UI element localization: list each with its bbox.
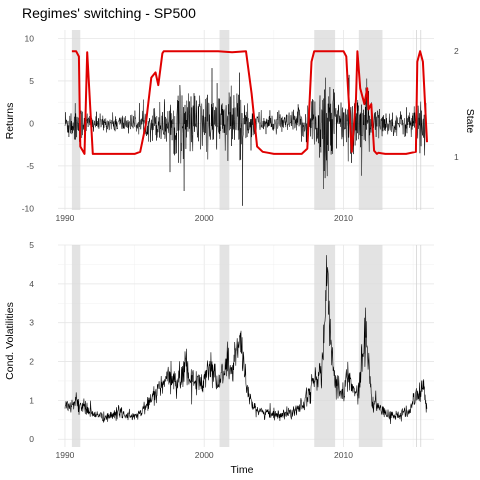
returns-panel: 1990 2000 2010 -10 -5 0 5 10 1 2 Regimes' switchi… — [4, 5, 476, 223]
y-tick-label: 5 — [29, 76, 34, 86]
y-tick-label: 3 — [29, 318, 34, 328]
y-tick-label: 5 — [29, 240, 34, 250]
x-tick-label: 2000 — [195, 450, 214, 460]
x-tick-label: 2000 — [195, 213, 214, 223]
x-tick-label: 2010 — [334, 450, 353, 460]
chart-title: Regimes' switching - SP500 — [22, 5, 196, 21]
volatility-series-line — [64, 255, 428, 425]
state-y-label: State — [464, 109, 476, 134]
y-tick-label: -5 — [26, 161, 34, 171]
y-tick-label: 0 — [29, 434, 34, 444]
volatility-y-label: Cond. Volatilities — [4, 302, 16, 380]
shaded-period — [314, 245, 336, 447]
y-tick-label: 10 — [25, 33, 35, 43]
state-series-line — [71, 50, 428, 155]
x-tick-label: 2010 — [334, 213, 353, 223]
volatility-shaded-periods — [71, 245, 422, 447]
volatility-tick-labels: 1990 2000 2010 0 1 2 3 4 5 — [29, 240, 353, 460]
returns-y-label: Returns — [4, 103, 16, 140]
y-tick-label: 0 — [29, 118, 34, 128]
volatility-series-group — [64, 255, 428, 425]
shaded-period — [219, 30, 230, 210]
x-axis-label: Time — [231, 464, 254, 476]
x-tick-label: 1990 — [56, 450, 75, 460]
y-tick-label: -10 — [22, 203, 35, 213]
volatility-panel: 1990 2000 2010 0 1 2 3 4 5 Cond. Volatilities Ti… — [4, 240, 434, 476]
shaded-period — [71, 245, 81, 447]
returns-series-line — [64, 68, 428, 206]
y-tick-label: 2 — [29, 357, 34, 367]
y-tick-label: 1 — [29, 395, 34, 405]
returns-tick-labels: 1990 2000 2010 -10 -5 0 5 10 1 2 — [22, 33, 459, 223]
y2-tick-label: 1 — [454, 152, 459, 162]
returns-series-group — [64, 50, 428, 206]
shaded-period — [358, 245, 383, 447]
x-tick-label: 1990 — [56, 213, 75, 223]
y-tick-label: 4 — [29, 279, 34, 289]
shaded-period — [219, 245, 230, 447]
y2-tick-label: 2 — [454, 46, 459, 56]
